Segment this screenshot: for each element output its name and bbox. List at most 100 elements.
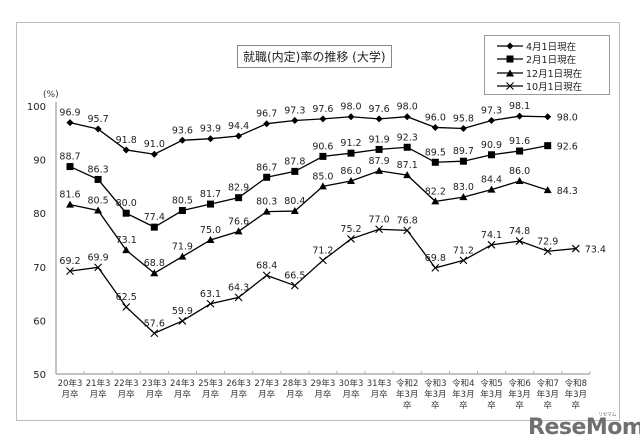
diamond-marker [544, 113, 552, 121]
legend-item-february: 2月1日現在 [485, 53, 609, 67]
y-axis-tick-label: 80 [33, 209, 46, 220]
data-label: 73.4 [585, 245, 606, 256]
x-axis-category-label: 27年3 月卒 [254, 379, 280, 400]
square-marker [178, 207, 186, 215]
data-label: 62.5 [116, 292, 137, 303]
x-axis-category-label: 28年3 月卒 [282, 379, 308, 400]
diamond-marker [122, 146, 130, 154]
data-label: 97.6 [369, 104, 390, 115]
square-marker [263, 173, 271, 181]
data-label: 88.7 [59, 152, 80, 163]
legend-label: 2月1日現在 [526, 55, 577, 67]
x-marker [150, 329, 159, 338]
triangle-marker [459, 193, 468, 201]
x-axis-category-label: 23年3 月卒 [141, 379, 167, 400]
x-marker [459, 256, 468, 265]
data-label: 71.2 [453, 245, 474, 256]
diamond-marker [235, 132, 243, 140]
square-marker [122, 209, 130, 217]
data-label: 89.5 [425, 147, 446, 158]
data-label: 86.3 [88, 164, 109, 175]
y-axis-tick-label: 90 [33, 156, 46, 167]
data-label: 91.0 [144, 139, 165, 150]
chart-legend: 4月1日現在 2月1日現在 12月1日現在 10月1日現在 [484, 35, 610, 95]
data-label: 98.0 [397, 102, 418, 113]
data-label: 84.4 [481, 175, 502, 186]
x-axis-category-label: 令和3 年3月卒 [424, 379, 447, 411]
data-label: 64.3 [228, 282, 249, 293]
data-label: 93.9 [200, 124, 221, 135]
y-axis-tick-label: 60 [33, 316, 46, 327]
x-marker [375, 225, 383, 234]
x-marker [487, 240, 496, 249]
triangle-marker [94, 206, 103, 214]
x-marker [234, 293, 243, 302]
triangle-marker [290, 207, 299, 215]
data-label: 90.9 [481, 140, 502, 151]
x-marker [66, 267, 74, 275]
x-axis-category-label: 26年3 月卒 [226, 379, 251, 400]
triangle-marker [543, 186, 552, 194]
diamond-marker [431, 123, 439, 131]
x-marker-icon [497, 82, 523, 91]
x-marker [571, 244, 580, 253]
data-label: 92.6 [557, 142, 578, 153]
x-axis-category-label: 令和6 年3月卒 [508, 379, 531, 411]
data-label: 77.4 [144, 212, 165, 223]
data-label: 84.3 [557, 186, 578, 197]
x-marker [543, 247, 552, 256]
x-marker [347, 235, 355, 243]
square-marker [235, 194, 243, 202]
x-axis-category-label: 29年3 月卒 [310, 379, 336, 400]
data-label: 97.3 [284, 105, 305, 116]
data-label: 77.0 [369, 214, 390, 225]
diamond-marker [516, 112, 524, 120]
x-marker [122, 303, 131, 311]
triangle-marker [515, 177, 524, 185]
data-label: 94.4 [228, 121, 249, 132]
diamond-marker [207, 135, 214, 143]
x-axis-category-label: 24年3 月卒 [170, 379, 195, 400]
data-label: 90.6 [312, 141, 333, 152]
triangle-marker [347, 177, 355, 185]
diamond-marker [319, 115, 327, 123]
y-axis-tick-label: 70 [33, 263, 46, 274]
diamond-marker [66, 119, 74, 127]
triangle-marker [487, 185, 496, 193]
data-label: 96.9 [59, 108, 80, 119]
square-marker [150, 223, 158, 231]
x-axis-category-label: 令和2 年3月卒 [395, 379, 419, 411]
x-marker [319, 256, 327, 265]
data-label: 86.0 [340, 166, 361, 177]
legend-item-april: 4月1日現在 [485, 39, 609, 53]
data-label: 91.9 [369, 134, 390, 145]
data-label: 87.9 [369, 156, 390, 167]
y-axis-tick-label: 50 [33, 370, 46, 381]
diamond-marker [150, 150, 158, 158]
x-axis-category-label: 21年3 月卒 [85, 379, 111, 400]
resemom-watermark-logo: ReseMom リセマム [528, 412, 640, 440]
triangle-marker [206, 236, 215, 243]
square-marker [66, 163, 74, 171]
x-axis-category-label: 令和4 年3月卒 [452, 379, 475, 411]
data-label: 80.5 [88, 196, 109, 207]
data-label: 91.8 [116, 135, 137, 146]
square-marker [347, 149, 355, 157]
x-marker [94, 263, 102, 272]
data-label: 95.7 [88, 114, 109, 125]
data-label: 97.3 [481, 105, 502, 116]
triangle-marker [150, 269, 159, 277]
square-marker [431, 158, 439, 166]
data-label: 68.4 [256, 260, 277, 271]
x-axis-category-label: 25年3 月卒 [198, 379, 223, 400]
diamond-marker [403, 113, 411, 121]
x-axis-category-label: 20年3 月卒 [57, 379, 83, 400]
legend-label: 10月1日現在 [526, 82, 583, 94]
x-marker [262, 271, 271, 280]
square-marker [94, 175, 102, 183]
data-label: 71.9 [172, 242, 193, 253]
data-label: 75.0 [200, 225, 221, 236]
data-label: 73.1 [116, 235, 137, 246]
data-label: 71.2 [312, 245, 333, 256]
data-label: 75.2 [340, 224, 361, 235]
